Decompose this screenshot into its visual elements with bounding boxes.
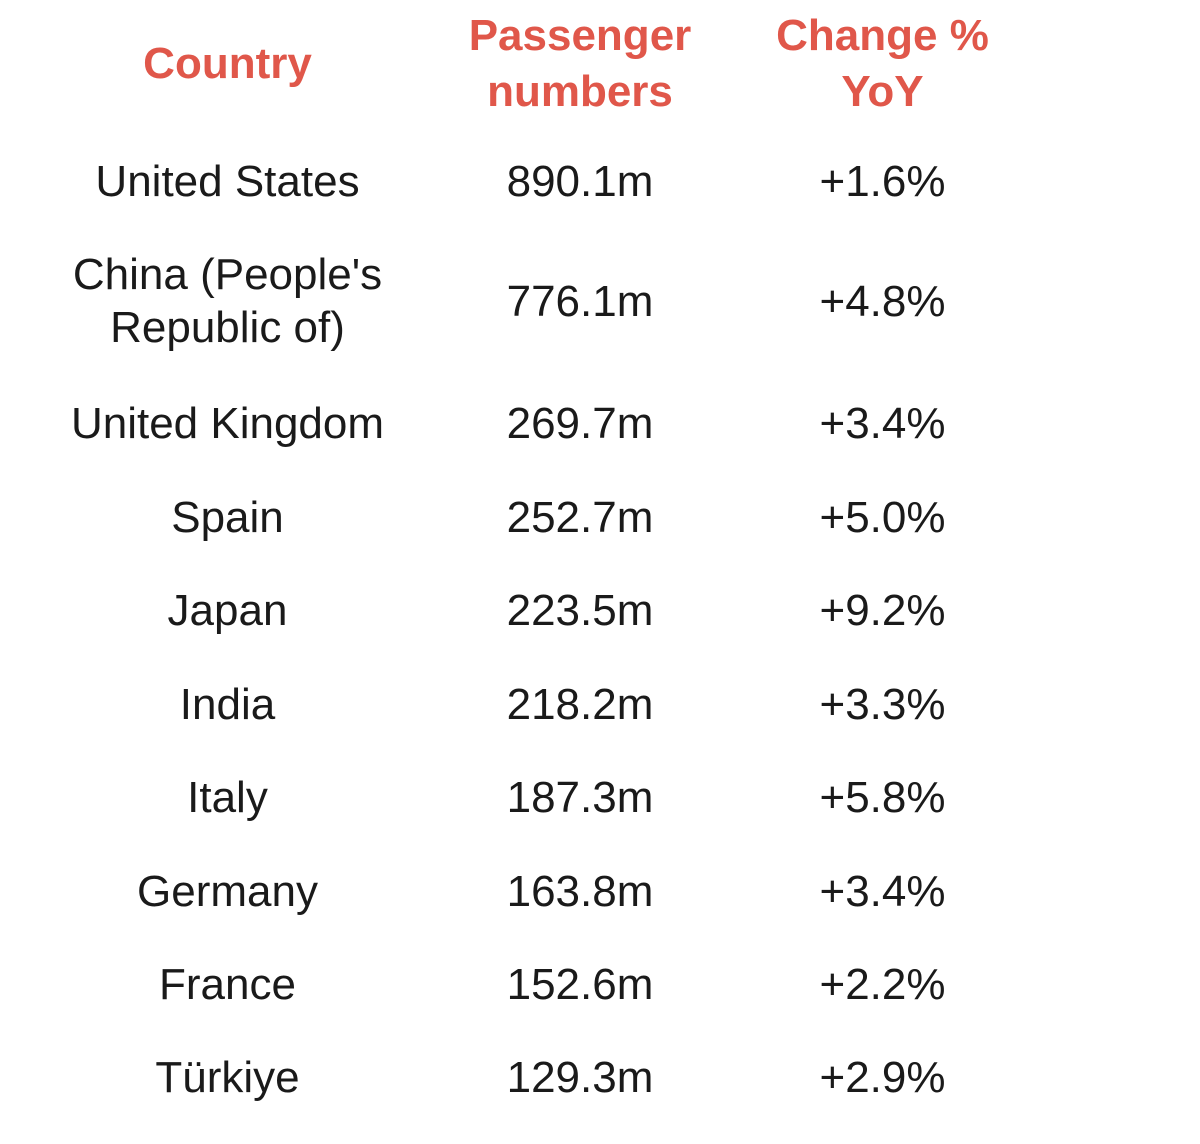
header-change: Change % YoY (740, 8, 1025, 120)
country-cell: Japan (167, 585, 288, 635)
country-cell: United States (95, 156, 360, 206)
passengers-cell: 776.1m (506, 276, 654, 326)
passengers-cell: 269.7m (506, 398, 654, 448)
passengers-cell: 890.1m (506, 156, 654, 206)
change-cell: +2.9% (819, 1052, 946, 1102)
passengers-cell: 163.8m (506, 866, 654, 916)
country-cell: Spain (171, 492, 284, 542)
table-row: China (People's Republic of) 776.1m +4.8% (0, 236, 1200, 366)
passengers-cell: 152.6m (506, 959, 654, 1009)
table-row: Germany 163.8m +3.4% (0, 846, 1200, 936)
change-cell: +3.4% (819, 866, 946, 916)
passengers-cell: 187.3m (506, 772, 654, 822)
country-cell: Germany (137, 866, 318, 916)
passengers-cell: 252.7m (506, 492, 654, 542)
table-row: France 152.6m +2.2% (0, 939, 1200, 1029)
header-change-line1: Change % (776, 11, 989, 60)
header-change-line2: YoY (841, 67, 924, 116)
passengers-cell: 223.5m (506, 585, 654, 635)
change-cell: +4.8% (819, 276, 946, 326)
table-row: United Kingdom 269.7m +3.4% (0, 378, 1200, 468)
table-row: India 218.2m +3.3% (0, 659, 1200, 749)
change-cell: +3.3% (819, 679, 946, 729)
header-country-label: Country (143, 39, 312, 88)
country-cell: Türkiye (155, 1052, 300, 1102)
change-cell: +5.8% (819, 772, 946, 822)
table-row: Spain 252.7m +5.0% (0, 472, 1200, 562)
header-passengers-line2: numbers (487, 67, 673, 116)
header-country: Country (50, 8, 405, 120)
header-passengers-line1: Passenger (468, 11, 692, 60)
change-cell: +3.4% (819, 398, 946, 448)
passengers-cell: 129.3m (506, 1052, 654, 1102)
change-cell: +9.2% (819, 585, 946, 635)
header-passengers: Passenger numbers (440, 8, 720, 120)
change-cell: +1.6% (819, 156, 946, 206)
country-cell: China (People's Republic of) (72, 250, 383, 352)
country-cell: Italy (187, 772, 268, 822)
table-row: Türkiye 129.3m +2.9% (0, 1032, 1200, 1122)
table-row: Japan 223.5m +9.2% (0, 565, 1200, 655)
change-cell: +2.2% (819, 959, 946, 1009)
passengers-cell: 218.2m (506, 679, 654, 729)
country-cell: India (179, 679, 276, 729)
country-cell: France (159, 959, 296, 1009)
table-row: United States 890.1m +1.6% (0, 136, 1200, 226)
country-cell: United Kingdom (70, 398, 385, 448)
change-cell: +5.0% (819, 492, 946, 542)
table-row: Italy 187.3m +5.8% (0, 752, 1200, 842)
